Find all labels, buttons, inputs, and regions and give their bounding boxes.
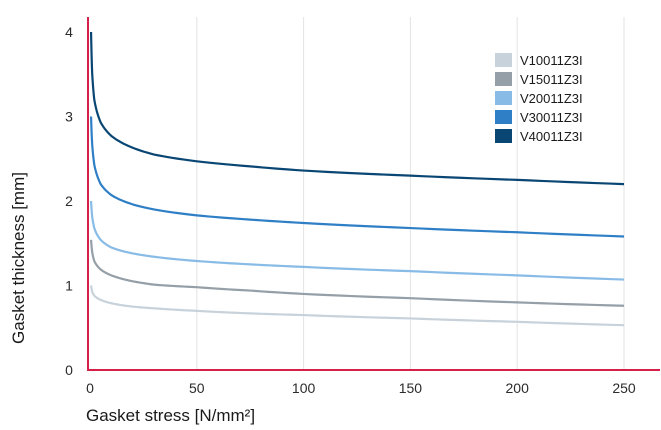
legend-swatch	[495, 129, 512, 143]
legend-label: V40011Z3I	[520, 129, 583, 144]
legend-swatch	[495, 110, 512, 124]
series-line-V10011Z3I	[89, 285, 625, 327]
legend-label: V30011Z3I	[520, 110, 583, 125]
series-line-V20011Z3I	[89, 200, 625, 281]
legend-label: V20011Z3I	[520, 91, 583, 106]
legend-swatch	[495, 72, 512, 86]
axes	[87, 17, 660, 371]
x-axis-title: Gasket stress [N/mm²]	[86, 406, 255, 425]
legend-label: V15011Z3I	[520, 72, 583, 87]
x-tick-label: 250	[612, 380, 636, 396]
legend-swatch	[495, 91, 512, 105]
y-tick-label: 2	[65, 193, 73, 209]
x-tick-label: 0	[86, 380, 94, 396]
x-tick-label: 50	[189, 380, 205, 396]
x-tick-label: 100	[292, 380, 316, 396]
grid	[196, 17, 625, 370]
legend: V10011Z3I V15011Z3I V20011Z3I V30011Z3I V400…	[495, 53, 583, 144]
legend-swatch	[495, 53, 512, 67]
y-tick-label: 4	[65, 24, 73, 40]
series-line-V30011Z3I	[89, 116, 625, 238]
x-tick-labels: 0 50 100 150 200 250	[86, 380, 636, 396]
y-tick-label: 3	[65, 109, 73, 125]
y-tick-label: 0	[65, 362, 73, 378]
y-tick-labels: 0 1 2 3 4	[65, 24, 73, 378]
x-tick-label: 150	[399, 380, 423, 396]
y-axis-title: Gasket thickness [mm]	[9, 172, 28, 344]
series-line-V40011Z3I	[89, 31, 625, 186]
x-tick-label: 200	[506, 380, 530, 396]
series-lines	[89, 31, 625, 327]
y-tick-label: 1	[65, 278, 73, 294]
legend-label: V10011Z3I	[520, 53, 583, 68]
series-line-V15011Z3I	[89, 239, 625, 307]
